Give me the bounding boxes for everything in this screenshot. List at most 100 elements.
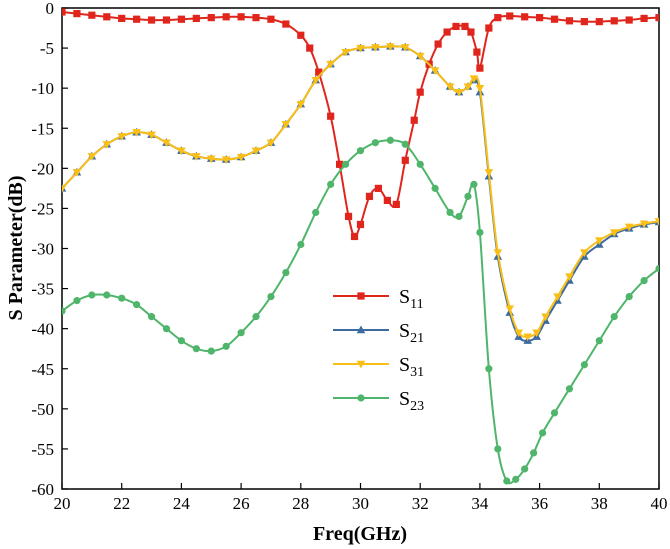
data-point-s23 (62, 307, 66, 315)
data-point-s11 (103, 13, 111, 21)
data-point-s31 (415, 52, 425, 61)
data-point-s31 (400, 44, 410, 52)
data-point-s23 (162, 325, 171, 333)
data-point-s23 (386, 136, 394, 144)
data-point-s31 (654, 218, 659, 226)
x-tick-label: 28 (292, 494, 309, 513)
data-point-s23 (655, 264, 659, 273)
data-point-s11 (610, 17, 618, 25)
data-point-s23 (503, 477, 511, 485)
data-point-s11 (267, 15, 275, 23)
data-point-s31 (62, 185, 67, 193)
data-point-s23 (207, 347, 215, 355)
data-point-s23 (455, 212, 463, 221)
data-point-s11 (282, 20, 290, 28)
data-point-s11 (434, 40, 442, 48)
data-point-s11 (374, 184, 383, 192)
data-point-s31 (296, 101, 306, 109)
data-point-s31 (117, 133, 126, 141)
x-tick-label: 34 (471, 494, 489, 513)
data-point-s31 (445, 83, 455, 92)
data-point-s23 (610, 313, 618, 321)
data-point-s31 (532, 329, 541, 338)
data-point-s31 (177, 147, 186, 156)
data-point-s23 (267, 293, 275, 301)
data-point-s31 (102, 141, 112, 149)
data-point-s23 (133, 301, 141, 309)
legend-item-s23: S23 (333, 388, 424, 414)
data-point-s23 (565, 385, 574, 393)
legend-item-s11: S11 (333, 286, 424, 312)
data-point-s31 (595, 237, 604, 245)
y-tick-label: -50 (31, 400, 54, 419)
data-point-s11 (565, 17, 574, 25)
data-point-s11 (655, 14, 659, 22)
data-point-s23 (521, 465, 529, 473)
y-tick-label: -60 (31, 480, 54, 499)
data-point-s31 (87, 153, 97, 161)
data-point-s11 (476, 64, 484, 72)
data-point-s31 (206, 155, 216, 164)
data-point-s23 (538, 429, 547, 437)
data-point-s23 (640, 276, 648, 285)
data-point-s11 (177, 15, 185, 23)
data-point-s23 (103, 291, 111, 299)
data-point-s11 (73, 10, 81, 18)
data-point-s23 (494, 445, 502, 453)
data-point-s23 (476, 228, 484, 237)
data-point-s31 (624, 223, 634, 232)
data-point-s23 (580, 361, 588, 369)
data-point-s11 (550, 15, 559, 23)
x-tick-label: 26 (233, 494, 250, 513)
data-point-s31 (514, 329, 524, 338)
data-point-s23 (595, 337, 603, 345)
data-point-s23 (485, 365, 493, 373)
data-point-s11 (473, 48, 481, 56)
legend-marker-s21 (356, 325, 366, 334)
y-tick-label: -30 (31, 240, 54, 259)
data-point-s23 (118, 294, 126, 302)
data-point-s23 (237, 329, 245, 337)
data-point-s11 (62, 8, 66, 16)
data-point-s23 (371, 139, 380, 147)
x-tick-label: 32 (412, 494, 429, 513)
data-point-s31 (469, 75, 479, 84)
data-point-s11 (162, 16, 171, 24)
y-tick-label: -45 (31, 360, 54, 379)
x-tick-label: 20 (54, 494, 71, 513)
data-point-s31 (236, 153, 246, 162)
data-point-s31 (639, 220, 649, 229)
data-point-s31 (192, 153, 201, 161)
data-point-s11 (315, 68, 323, 76)
data-point-s11 (595, 18, 603, 26)
data-point-s31 (72, 169, 82, 177)
data-point-s31 (541, 313, 550, 322)
data-point-s31 (132, 129, 141, 137)
data-point-s31 (251, 147, 261, 156)
data-point-s11 (640, 14, 648, 23)
x-tick-label: 36 (531, 494, 548, 513)
data-point-s11 (461, 22, 469, 31)
data-point-s23 (341, 160, 350, 168)
data-point-s11 (625, 16, 633, 24)
data-point-s31 (553, 293, 562, 302)
data-point-s11 (237, 13, 245, 21)
data-point-s23 (327, 180, 335, 188)
x-tick-label: 24 (173, 494, 191, 513)
data-point-s31 (356, 44, 365, 53)
data-point-s11 (222, 13, 230, 21)
data-point-s11 (356, 220, 365, 229)
data-point-s11 (506, 12, 514, 20)
legend-marker-s11 (357, 292, 365, 300)
x-axis-title: Freq(GHz) (313, 523, 407, 545)
data-point-s23 (530, 449, 538, 457)
data-point-s31 (371, 44, 380, 52)
legend-marker-s31 (356, 360, 366, 369)
data-point-s11 (521, 13, 529, 21)
legend-label-s23: S23 (399, 388, 424, 414)
x-tick-label: 30 (352, 494, 369, 513)
legend-item-s21: S21 (333, 320, 424, 346)
data-point-s11 (467, 28, 475, 36)
data-point-s23 (446, 208, 454, 217)
